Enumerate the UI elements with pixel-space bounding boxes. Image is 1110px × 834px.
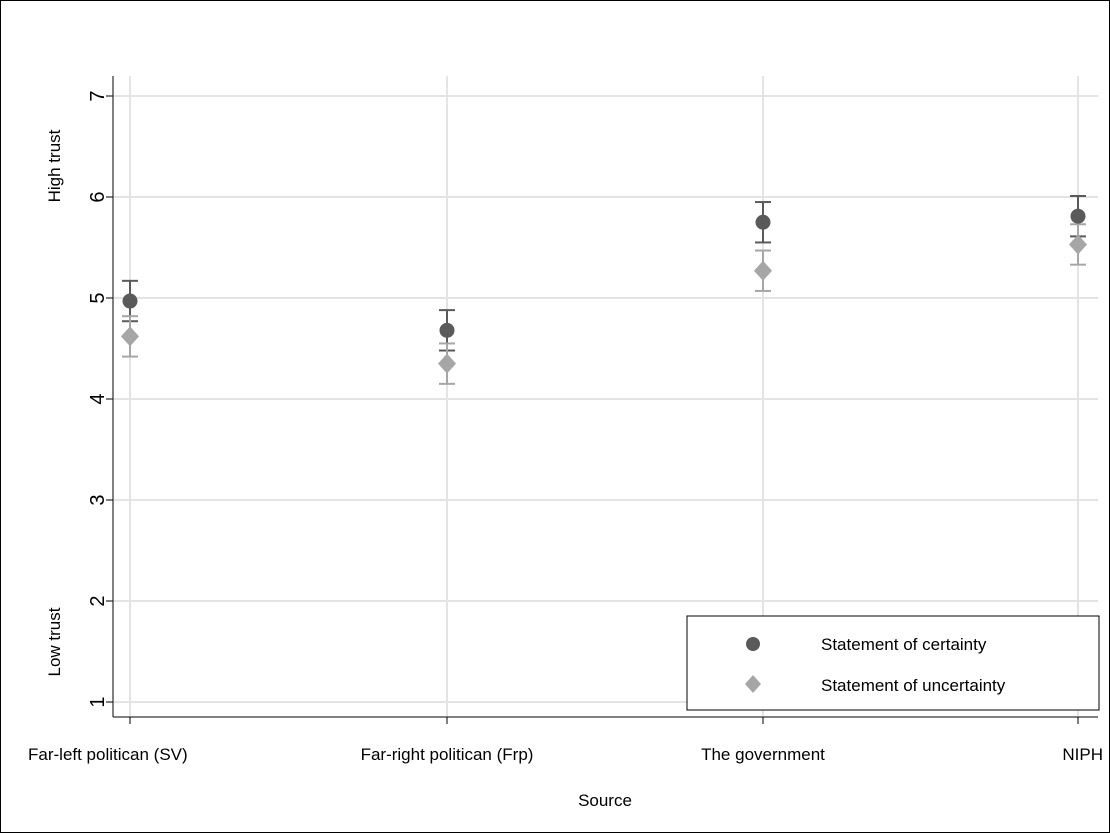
legend: Statement of certainty Statement of unce… — [686, 615, 1100, 711]
y-tick-label: 6 — [87, 191, 109, 202]
y-tick-label: 4 — [87, 393, 109, 404]
legend-marker-certainty — [746, 637, 760, 651]
data-point-certainty — [122, 293, 138, 309]
x-category-label: The government — [701, 745, 825, 764]
y-tick-label: 5 — [87, 292, 109, 303]
y-ticks: 1 2 3 4 5 6 7 — [87, 90, 113, 708]
data-point-uncertainty — [754, 260, 772, 281]
data-layer — [121, 194, 1087, 385]
y-tick-label: 3 — [87, 494, 109, 505]
legend-label-certainty: Statement of certainty — [821, 635, 987, 654]
x-category-label: Far-right politican (Frp) — [361, 745, 534, 764]
x-category-label: NIPH — [1062, 745, 1103, 764]
legend-box — [686, 615, 1100, 711]
y-axis-title-low: Low trust — [45, 607, 64, 676]
x-axis-title: Source — [578, 791, 632, 810]
data-point-uncertainty — [1069, 234, 1087, 255]
legend-marker-uncertainty — [745, 675, 761, 693]
x-category-label: Far-left politican (SV) — [28, 745, 188, 764]
grid-layer — [114, 76, 1098, 716]
x-ticks: Far-left politican (SV) Far-right politic… — [28, 717, 1103, 764]
data-point-certainty — [439, 322, 455, 338]
y-tick-label: 1 — [87, 696, 109, 707]
axis-layer — [112, 76, 1098, 718]
legend-label-uncertainty: Statement of uncertainty — [821, 676, 1006, 695]
data-point-uncertainty — [438, 353, 456, 374]
y-axis-title-high: High trust — [45, 129, 64, 202]
data-point-certainty — [1070, 208, 1086, 224]
y-tick-label: 2 — [87, 595, 109, 606]
data-point-certainty — [755, 214, 771, 230]
data-point-uncertainty — [121, 326, 139, 347]
y-tick-label: 7 — [87, 90, 109, 101]
